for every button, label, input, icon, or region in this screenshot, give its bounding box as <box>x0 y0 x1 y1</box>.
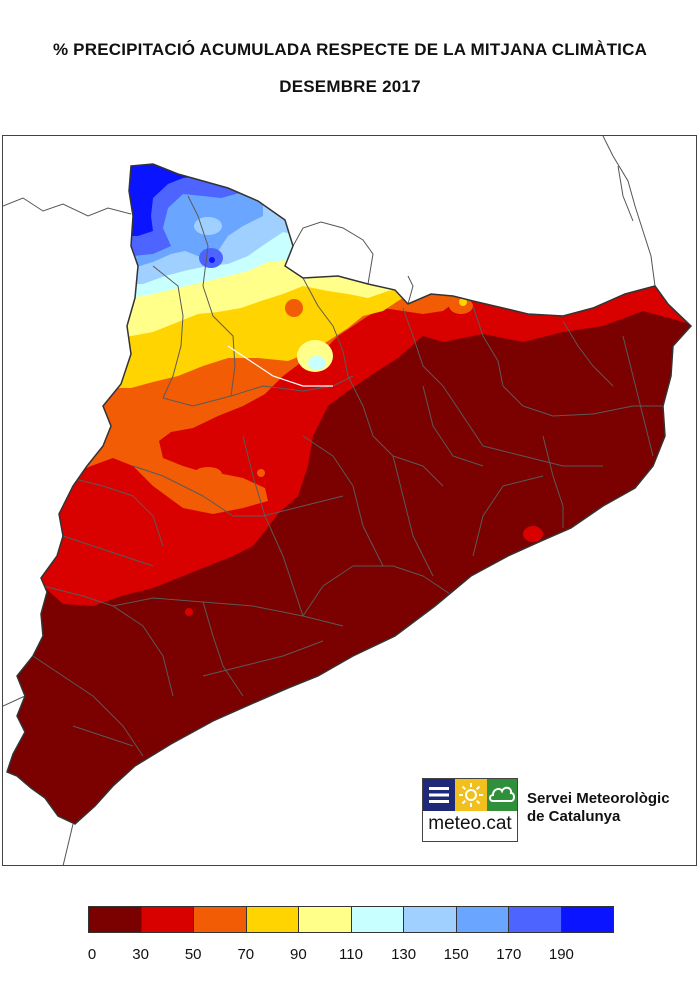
legend-swatch <box>561 907 613 932</box>
meteocat-logo: meteo.cat <box>422 778 518 842</box>
pocket-orange-1 <box>285 299 303 317</box>
legend-swatch <box>351 907 404 932</box>
pocket-cyan <box>308 356 326 370</box>
logo-brand-text: meteo.cat <box>428 813 512 834</box>
legend-swatch <box>141 907 194 932</box>
agency-line-2: de Catalunya <box>527 808 621 825</box>
map-title: % PRECIPITACIÓ ACUMULADA RESPECTE DE LA … <box>52 40 648 59</box>
pocket-red-coast <box>523 526 543 542</box>
legend-swatch <box>194 907 247 932</box>
legend-tick-label: 90 <box>290 946 307 963</box>
legend-tick-label: 130 <box>391 946 417 963</box>
legend-swatch <box>89 907 142 932</box>
legend-tick-label: 50 <box>184 946 202 963</box>
legend-tick-label: 70 <box>237 946 255 963</box>
legend-swatch <box>246 907 299 932</box>
map-canvas <box>3 136 692 865</box>
legend-swatch <box>456 907 509 932</box>
legend-tick-label: 150 <box>443 946 469 963</box>
pocket-max <box>209 257 215 263</box>
pocket-light-blue <box>194 217 222 235</box>
color-legend <box>88 906 614 933</box>
legend-swatch <box>404 907 457 932</box>
legend-swatch <box>509 907 562 932</box>
legend-tick-label: 190 <box>548 946 574 963</box>
comarca-boundaries <box>32 195 663 757</box>
legend-tick-label: 0 <box>87 946 97 963</box>
legend-tick-label: 110 <box>339 946 363 963</box>
menu-lines-icon <box>423 779 455 811</box>
dam-outline <box>227 345 333 387</box>
legend-swatch <box>299 907 352 932</box>
sun-icon <box>455 779 487 811</box>
legend-tick-label: 30 <box>132 946 149 963</box>
pocket-red-small <box>185 608 193 616</box>
pocket-red-small-2 <box>101 577 111 587</box>
pocket-orange-3 <box>257 469 265 477</box>
map-subtitle: DESEMBRE 2017 <box>279 77 421 96</box>
legend-tick-label: 170 <box>496 946 522 963</box>
agency-line-1: Servei Meteorològic <box>527 790 670 807</box>
cloud-icon <box>487 779 517 811</box>
pocket-orange-2 <box>194 467 222 481</box>
agency-name: Servei Meteorològic de Catalunya <box>527 790 670 826</box>
neighbor-borders <box>3 136 656 865</box>
pocket-yellow <box>459 298 467 306</box>
precipitation-map <box>2 135 697 866</box>
